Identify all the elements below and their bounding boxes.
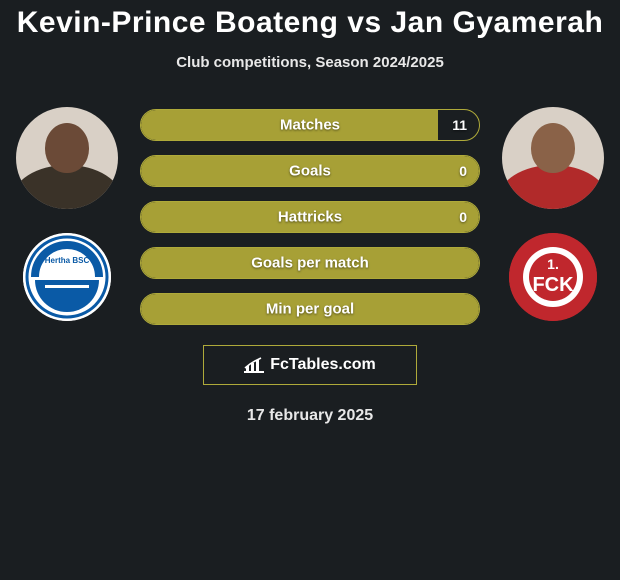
fck-badge-icon: 1. FCK <box>509 233 597 321</box>
stat-bar-matches: Matches 11 <box>140 109 480 141</box>
stat-right-value: 0 <box>459 163 467 179</box>
svg-text:FCK: FCK <box>532 274 574 296</box>
stat-right-value: 0 <box>459 209 467 225</box>
branding-badge[interactable]: FcTables.com <box>203 345 417 385</box>
hertha-badge-icon: Hertha BSC <box>23 233 111 321</box>
stat-label: Min per goal <box>266 301 354 318</box>
stat-bar-min-per-goal: Min per goal <box>140 293 480 325</box>
stat-label: Goals <box>289 163 331 180</box>
stats-column: Matches 11 Goals 0 Hattricks 0 Goals per… <box>140 107 480 325</box>
stat-bar-hattricks: Hattricks 0 <box>140 201 480 233</box>
page-title: Kevin-Prince Boateng vs Jan Gyamerah <box>0 6 620 40</box>
stat-label: Goals per match <box>251 255 369 272</box>
right-player-col: 1. FCK <box>498 107 608 321</box>
chart-icon <box>244 357 264 373</box>
branding-text: FcTables.com <box>270 356 376 374</box>
right-player-avatar <box>502 107 604 209</box>
comparison-card: Kevin-Prince Boateng vs Jan Gyamerah Clu… <box>0 0 620 425</box>
svg-text:Hertha BSC: Hertha BSC <box>45 256 90 265</box>
svg-text:1.: 1. <box>547 256 559 272</box>
left-player-col: Hertha BSC <box>12 107 122 321</box>
stat-right-value: 11 <box>452 117 467 133</box>
stat-label: Matches <box>280 117 340 134</box>
stat-bar-goals-per-match: Goals per match <box>140 247 480 279</box>
stat-bar-goals: Goals 0 <box>140 155 480 187</box>
comparison-row: Hertha BSC Matches 11 Goals 0 Hattricks <box>0 107 620 325</box>
subtitle: Club competitions, Season 2024/2025 <box>0 54 620 71</box>
stat-label: Hattricks <box>278 209 342 226</box>
left-player-avatar <box>16 107 118 209</box>
left-club-badge: Hertha BSC <box>23 233 111 321</box>
date-label: 17 february 2025 <box>0 407 620 425</box>
right-club-badge: 1. FCK <box>509 233 597 321</box>
